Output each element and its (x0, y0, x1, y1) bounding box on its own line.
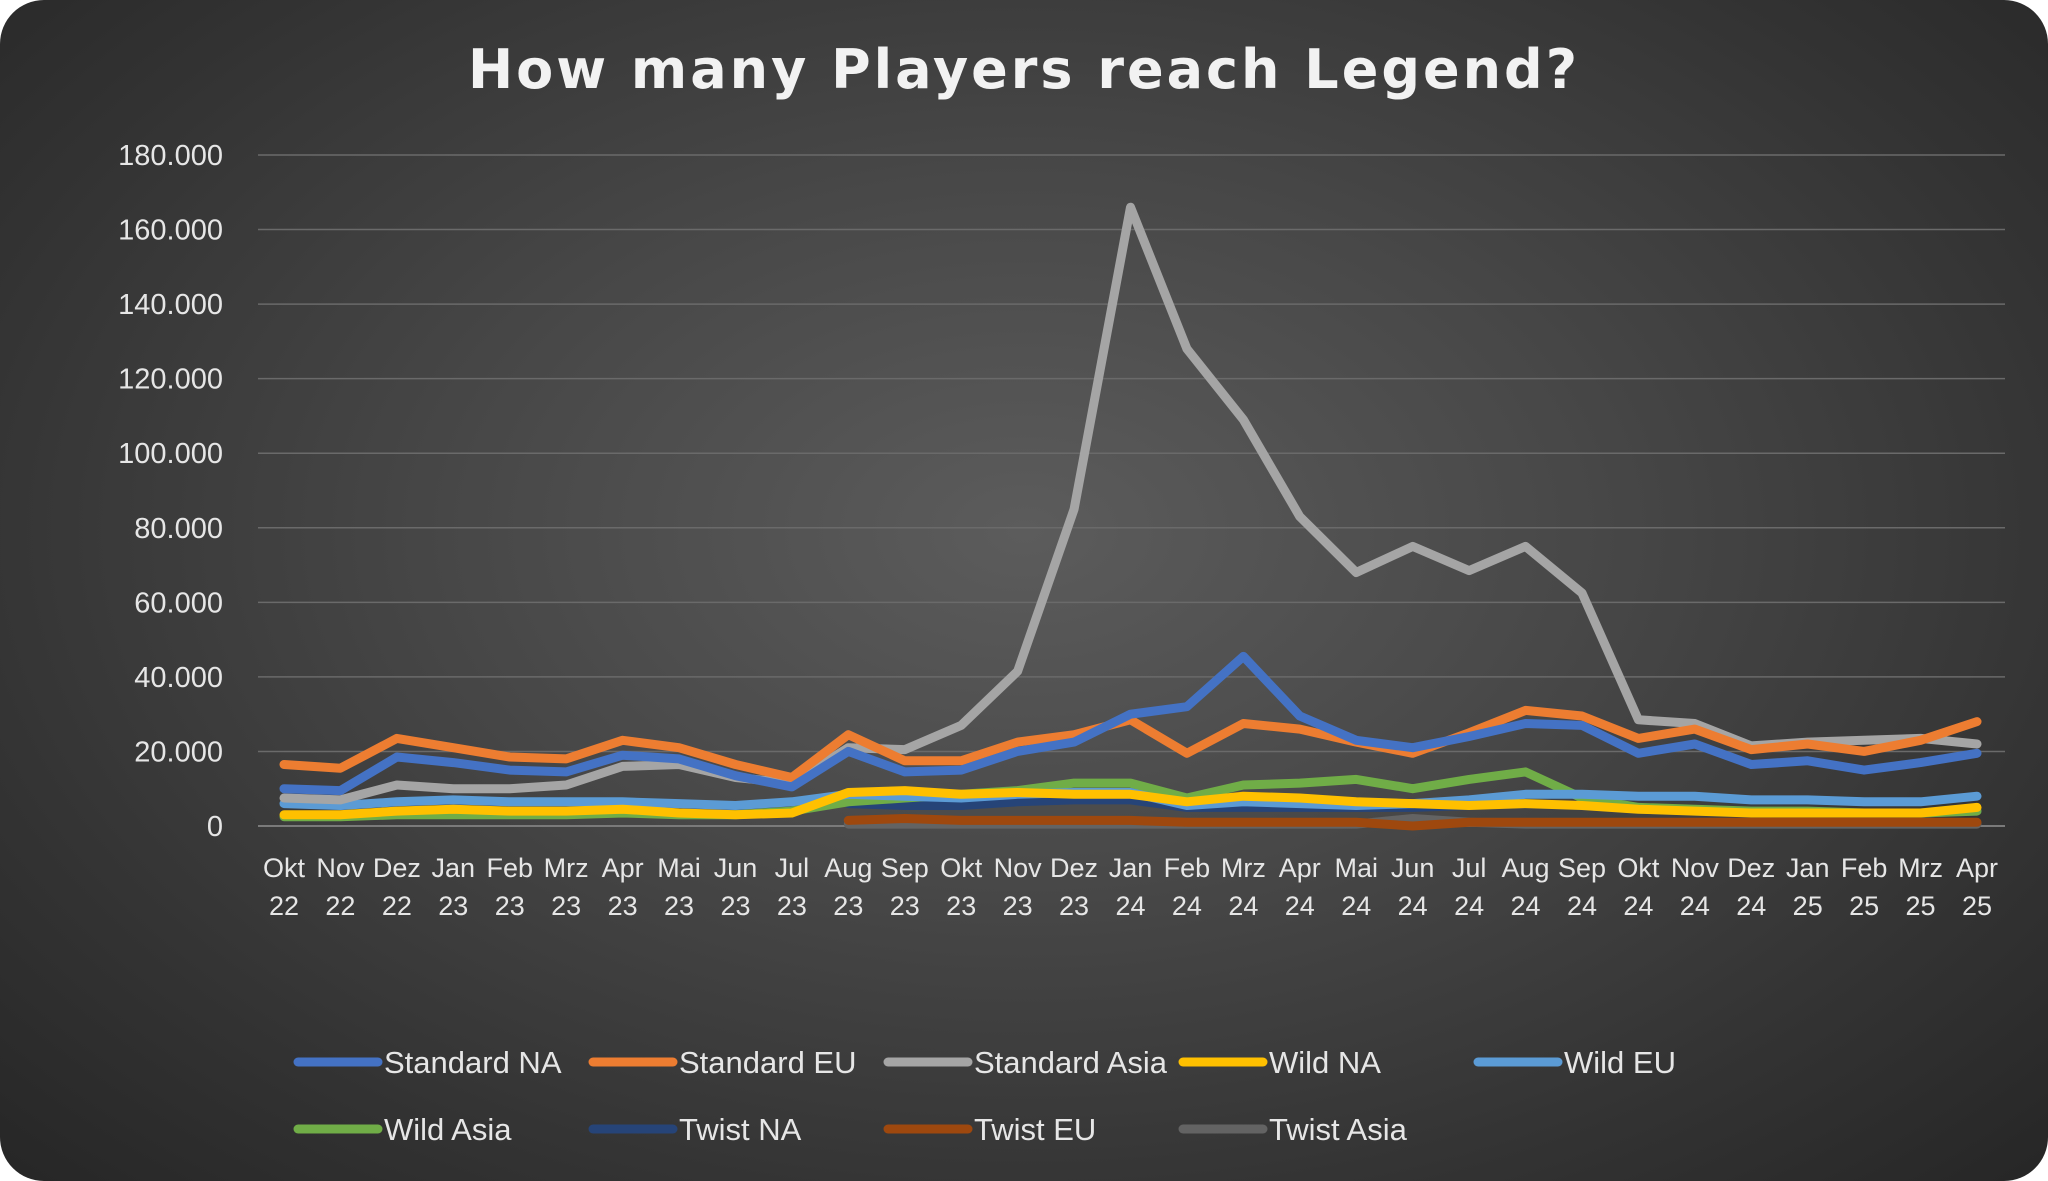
x-tick-label: Nov 23 (994, 853, 1043, 921)
y-tick-label: 120.000 (118, 364, 223, 396)
legend-label: Wild Asia (384, 1112, 512, 1147)
y-tick-label: 160.000 (118, 215, 223, 247)
x-tick-label: Nov 24 (1671, 853, 1720, 921)
x-tick-label: Okt 22 (263, 853, 306, 921)
legend-label: Twist NA (679, 1112, 802, 1147)
x-tick-label: Dez 24 (1727, 853, 1775, 921)
x-tick-label: Mrz 24 (1221, 853, 1266, 921)
x-tick-label: Aug 23 (824, 853, 872, 921)
legend-label: Twist Asia (1269, 1112, 1408, 1147)
legend-item-twist-eu: Twist EU (883, 1112, 1096, 1147)
x-tick-label: Jan 25 (1786, 853, 1830, 921)
x-tick-label: Dez 22 (373, 853, 421, 921)
legend-item-standard-na: Standard NA (293, 1045, 562, 1080)
x-tick-label: Mrz 23 (544, 853, 589, 921)
y-tick-label: 140.000 (118, 289, 223, 321)
gridlines (258, 154, 2005, 827)
y-tick-label: 60.000 (134, 587, 223, 619)
legend-item-standard-eu: Standard EU (588, 1045, 857, 1080)
series-line-twist-eu (843, 814, 1982, 831)
x-tick-label: Dez 23 (1050, 853, 1098, 921)
x-tick-label: Mai 24 (1334, 853, 1378, 921)
series-line-wild-na (279, 786, 1982, 820)
x-tick-label: Sep 24 (1558, 853, 1606, 921)
legend-label: Wild NA (1269, 1045, 1381, 1080)
series-line-standard-na (279, 651, 1982, 796)
x-tick-label: Apr 24 (1279, 853, 1321, 921)
x-tick-label: Jun 24 (1391, 853, 1435, 921)
x-tick-label: Okt 23 (940, 853, 983, 921)
x-tick-label: Feb 23 (486, 853, 533, 921)
x-tick-label: Jan 23 (432, 853, 476, 921)
x-tick-label: Nov 22 (316, 853, 365, 921)
x-tick-label: Sep 23 (881, 853, 929, 921)
chart-title: How many Players reach Legend? (468, 38, 1580, 101)
series-lines (279, 202, 1982, 831)
x-tick-label: Apr 25 (1956, 853, 1998, 921)
legend: Standard NA Standard EU Standard Asia Wild … (293, 1045, 1676, 1147)
x-tick-label: Jun 23 (714, 853, 758, 921)
x-tick-label: Okt 24 (1617, 853, 1660, 921)
x-tick-label: Mai 23 (657, 853, 701, 921)
x-tick-label: Aug 24 (1502, 853, 1550, 921)
y-tick-label: 0 (207, 811, 223, 843)
x-tick-label: Jul 24 (1452, 853, 1487, 921)
x-tick-label: Apr 23 (602, 853, 644, 921)
x-tick-label: Jul 23 (775, 853, 810, 921)
y-tick-label: 100.000 (118, 438, 223, 470)
legend-item-twist-asia: Twist Asia (1178, 1112, 1408, 1147)
y-tick-label: 40.000 (134, 662, 223, 694)
legend-label: Standard EU (679, 1045, 857, 1080)
legend-label: Standard NA (384, 1045, 562, 1080)
legend-label: Standard Asia (974, 1045, 1168, 1080)
legend-item-twist-na: Twist NA (588, 1112, 802, 1147)
x-tick-label: Feb 25 (1841, 853, 1888, 921)
x-tick-label: Mrz 25 (1898, 853, 1943, 921)
legend-label: Twist EU (974, 1112, 1096, 1147)
legend-label: Wild EU (1564, 1045, 1676, 1080)
y-tick-label: 180.000 (118, 140, 223, 172)
y-tick-label: 20.000 (134, 736, 223, 768)
x-tick-label: Feb 24 (1164, 853, 1211, 921)
series-line-standard-asia (279, 202, 1982, 805)
series-line-standard-eu (279, 705, 1982, 782)
y-axis-tick-labels: 0 20.000 40.000 60.000 80.000 100.000 120.000 1… (118, 140, 223, 843)
legend-item-wild-eu: Wild EU (1473, 1045, 1676, 1080)
legend-item-standard-asia: Standard Asia (883, 1045, 1168, 1080)
x-tick-label: Jan 24 (1109, 853, 1153, 921)
legend-item-wild-na: Wild NA (1178, 1045, 1381, 1080)
legend-item-wild-asia: Wild Asia (293, 1112, 512, 1147)
y-tick-label: 80.000 (134, 513, 223, 545)
